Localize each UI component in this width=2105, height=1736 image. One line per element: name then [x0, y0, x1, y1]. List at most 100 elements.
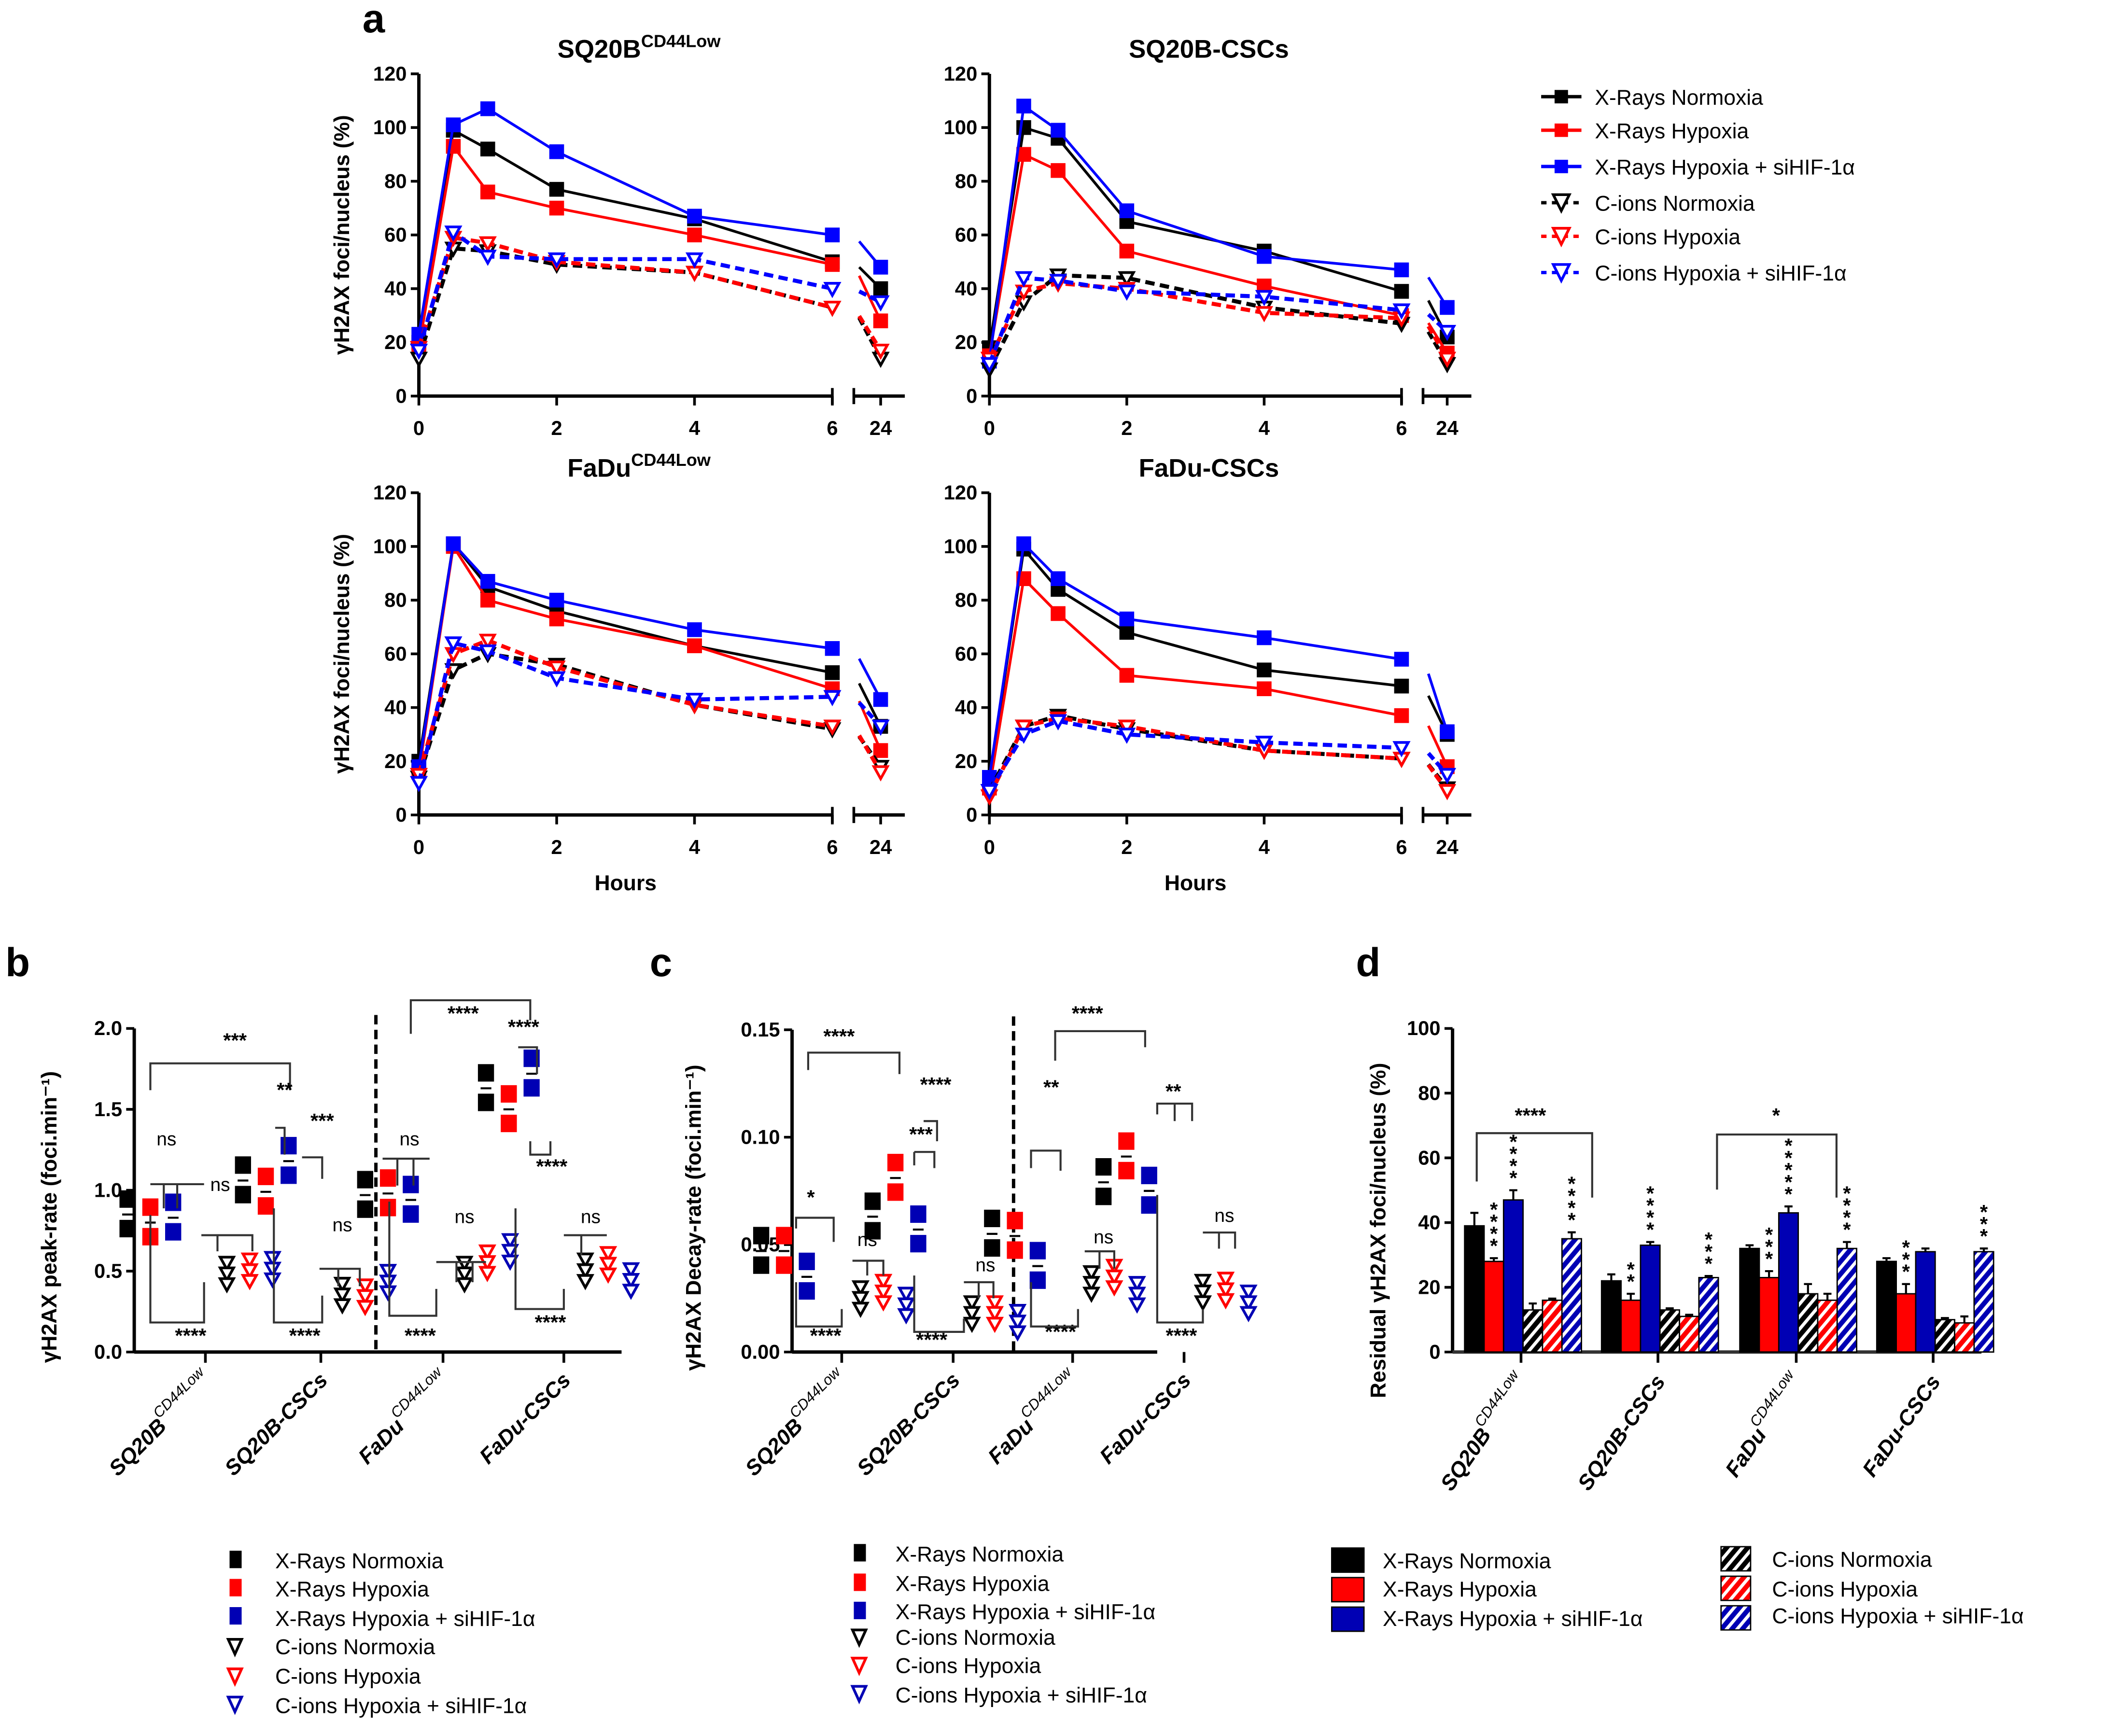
bar: [1502, 1199, 1524, 1353]
y-tick-label: 60: [384, 224, 407, 246]
triangle-down-marker-icon: [850, 1685, 868, 1705]
data-point-triangle: [1105, 1280, 1123, 1297]
legend-a-item: C-ions Hypoxia + siHIF-1α: [1541, 262, 1847, 285]
square-marker-icon: [1554, 123, 1568, 137]
data-point-square: [480, 592, 495, 608]
data-point-triangle: [622, 1284, 640, 1300]
bar: [1464, 1225, 1485, 1353]
x-tick-label: 24: [1436, 417, 1458, 439]
bar-significance-star: *: [1843, 1194, 1851, 1217]
data-point-triangle: [1239, 1284, 1258, 1301]
chart-title: FaDu-CSCs: [1139, 454, 1279, 482]
data-point-square: [1119, 243, 1135, 259]
x-category-superscript: CD44Low: [786, 1363, 844, 1421]
bar-significance-star: *: [1765, 1223, 1773, 1246]
significance-label: ns: [581, 1207, 601, 1228]
data-point-square: [549, 182, 564, 197]
bar-significance-star: *: [1705, 1228, 1713, 1251]
significance-bracket: [1030, 1282, 1079, 1328]
y-tick-label: 20: [384, 750, 407, 772]
data-point-triangle: [409, 343, 428, 360]
y-tick-label: 40: [384, 277, 407, 300]
legend-d-label: X-Rays Hypoxia: [1383, 1578, 1537, 1601]
x-tick-label: 2: [1121, 417, 1132, 439]
data-point-triangle: [478, 633, 497, 650]
data-point-triangle: [501, 1254, 519, 1271]
data-point-square: [1016, 536, 1031, 551]
y-axis-label: γH2AX peak-rate (foci.min⁻¹): [38, 1071, 61, 1363]
x-category-label: SQ20BCD44Low: [100, 1363, 217, 1481]
x-tick-label: 0: [984, 417, 995, 439]
data-point-triangle: [985, 1316, 1004, 1333]
significance-bracket: [1203, 1231, 1236, 1249]
significance-bracket: [436, 1261, 486, 1282]
data-point-triangle: [685, 266, 704, 282]
data-point-triangle: [333, 1288, 351, 1304]
significance-label: *: [1772, 1104, 1781, 1127]
significance-label: ****: [535, 1311, 567, 1333]
data-point-square: [1394, 262, 1409, 278]
significance-label: **: [277, 1078, 293, 1101]
data-point-square: [1394, 284, 1409, 299]
y-tick-label: 0.0: [94, 1340, 122, 1363]
data-point-triangle: [478, 1266, 496, 1282]
series-line: [417, 652, 833, 778]
x-tick-label: 2: [551, 417, 562, 439]
data-point-square: [873, 313, 888, 328]
y-tick-label: 20: [955, 750, 977, 772]
x-category-label: FaDuCD44Low: [350, 1363, 455, 1469]
x-category-superscript: CD44Low: [388, 1363, 446, 1421]
x-tick-label: 2: [1121, 836, 1132, 858]
hatched-swatch-icon: [1720, 1546, 1752, 1572]
data-point-triangle: [547, 671, 566, 688]
significance-bracket: [1030, 1149, 1062, 1171]
data-point-square: [281, 1166, 297, 1184]
significance-bracket: [382, 1158, 430, 1186]
legend-b-label: X-Rays Hypoxia: [275, 1578, 429, 1601]
significance-label: ns: [333, 1215, 352, 1235]
significance-bracket: [852, 1260, 884, 1276]
data-point-square: [357, 1171, 374, 1189]
x-category-label: SQ20B-CSCs: [853, 1368, 965, 1480]
data-point-square: [477, 1064, 494, 1082]
series-line: [987, 273, 1402, 370]
data-point-triangle: [218, 1266, 236, 1283]
legend-d-label: C-ions Hypoxia: [1772, 1578, 1918, 1601]
significance-bracket: [1716, 1133, 1838, 1198]
significance-label: ****: [448, 1002, 479, 1025]
data-point-square: [1118, 1162, 1135, 1179]
panel-b-peak-rate: 0.0 0.5 1.0 1.5 2.0 γH2AX peak-rate (foci.min…: [38, 999, 640, 1481]
triangle-down-marker-icon: [1551, 193, 1572, 214]
significance-label: ****: [1072, 1002, 1104, 1025]
data-point-square: [799, 1282, 815, 1300]
data-point-triangle: [356, 1300, 374, 1316]
x-tick-label: 2: [551, 836, 562, 858]
x-category-label: FaDu-CSCs: [475, 1368, 575, 1469]
data-point-triangle: [1239, 1306, 1258, 1323]
series-line: [417, 641, 833, 784]
x-tick-label: 4: [1259, 836, 1270, 858]
bar-significance-star: *: [1784, 1159, 1793, 1181]
bar-significance-star: *: [1902, 1260, 1910, 1283]
data-point-triangle: [478, 1244, 496, 1261]
data-point-square: [776, 1227, 792, 1245]
bar-significance-star: *: [1784, 1147, 1793, 1169]
legend-a-item: C-ions Normoxia: [1541, 192, 1755, 216]
data-point-square: [549, 200, 564, 216]
data-point-square: [910, 1205, 926, 1223]
triangle-down-marker-icon: [226, 1638, 244, 1658]
legend-b: X-Rays Normoxia X-Rays Hypoxia X-Rays Hy…: [226, 1549, 535, 1718]
significance-label: **: [1165, 1080, 1181, 1103]
significance-bracket: [1084, 1250, 1115, 1269]
chart-title: SQ20BCD44Low: [558, 31, 721, 63]
series-line: [417, 246, 833, 359]
data-point-square: [910, 1235, 926, 1253]
significance-bracket: [150, 1183, 204, 1209]
data-point-square: [257, 1197, 274, 1215]
legend-a-label: X-Rays Normoxia: [1595, 86, 1763, 110]
bar: [1739, 1247, 1760, 1353]
significance-bracket: [1156, 1195, 1204, 1324]
series-line: [988, 103, 1402, 362]
square-marker-icon: [854, 1573, 866, 1591]
